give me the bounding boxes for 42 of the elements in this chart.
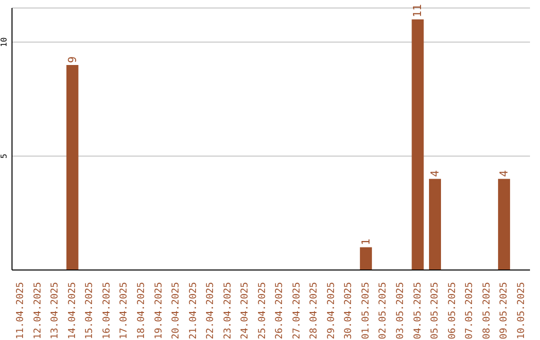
data-label: 9	[66, 56, 79, 63]
bar	[360, 247, 372, 270]
data-label: 4	[498, 170, 511, 177]
bar	[498, 178, 510, 270]
x-tick-label: 14.04.2025	[66, 282, 78, 340]
x-tick-label: 25.04.2025	[256, 282, 268, 340]
x-tick-label: 10.05.2025	[516, 282, 527, 340]
x-tick-label: 02.05.2025	[378, 282, 389, 340]
x-tick-label: 06.05.2025	[446, 282, 458, 340]
x-tick-label: 07.05.2025	[464, 282, 476, 340]
x-tick-label: 12.04.2025	[32, 282, 44, 340]
x-tick-label: 08.05.2025	[481, 282, 492, 340]
x-tick-label: 30.04.2025	[343, 282, 354, 340]
x-tick-label: 03.05.2025	[395, 282, 406, 340]
x-tick-label: 18.04.2025	[136, 282, 147, 340]
y-tick-label: 5	[0, 154, 8, 158]
x-tick-label: 23.04.2025	[222, 282, 234, 340]
x-tick-label: 15.04.2025	[84, 282, 96, 340]
x-tick-label: 28.04.2025	[308, 282, 320, 340]
y-tick-label: 10	[0, 37, 8, 47]
x-tick-label: 27.04.2025	[291, 282, 302, 340]
data-label: 4	[428, 170, 442, 177]
x-tick-label: 20.04.2025	[170, 282, 182, 340]
bar	[66, 64, 78, 270]
x-tick-label: 16.04.2025	[101, 282, 112, 340]
data-label: 11	[411, 4, 424, 18]
x-tick-label: 19.04.2025	[153, 282, 164, 340]
x-tick-label: 29.04.2025	[326, 282, 337, 340]
x-tick-label: 17.04.2025	[118, 282, 130, 340]
bar	[428, 178, 441, 270]
x-tick-label: 09.05.2025	[498, 282, 510, 340]
x-tick-label: 04.05.2025	[412, 282, 424, 340]
x-tick-label: 11.04.2025	[15, 282, 26, 340]
x-tick-label: 21.04.2025	[188, 282, 199, 340]
x-tick-label: 26.04.2025	[274, 282, 286, 340]
bar	[412, 19, 424, 270]
x-tick-label: 24.04.2025	[240, 282, 251, 340]
x-tick-label: 13.04.2025	[50, 282, 61, 340]
x-tick-label: 01.05.2025	[360, 282, 372, 340]
data-label: 1	[359, 238, 372, 246]
x-tick-label: 05.05.2025	[430, 282, 441, 340]
x-tick-label: 22.04.2025	[205, 282, 216, 340]
